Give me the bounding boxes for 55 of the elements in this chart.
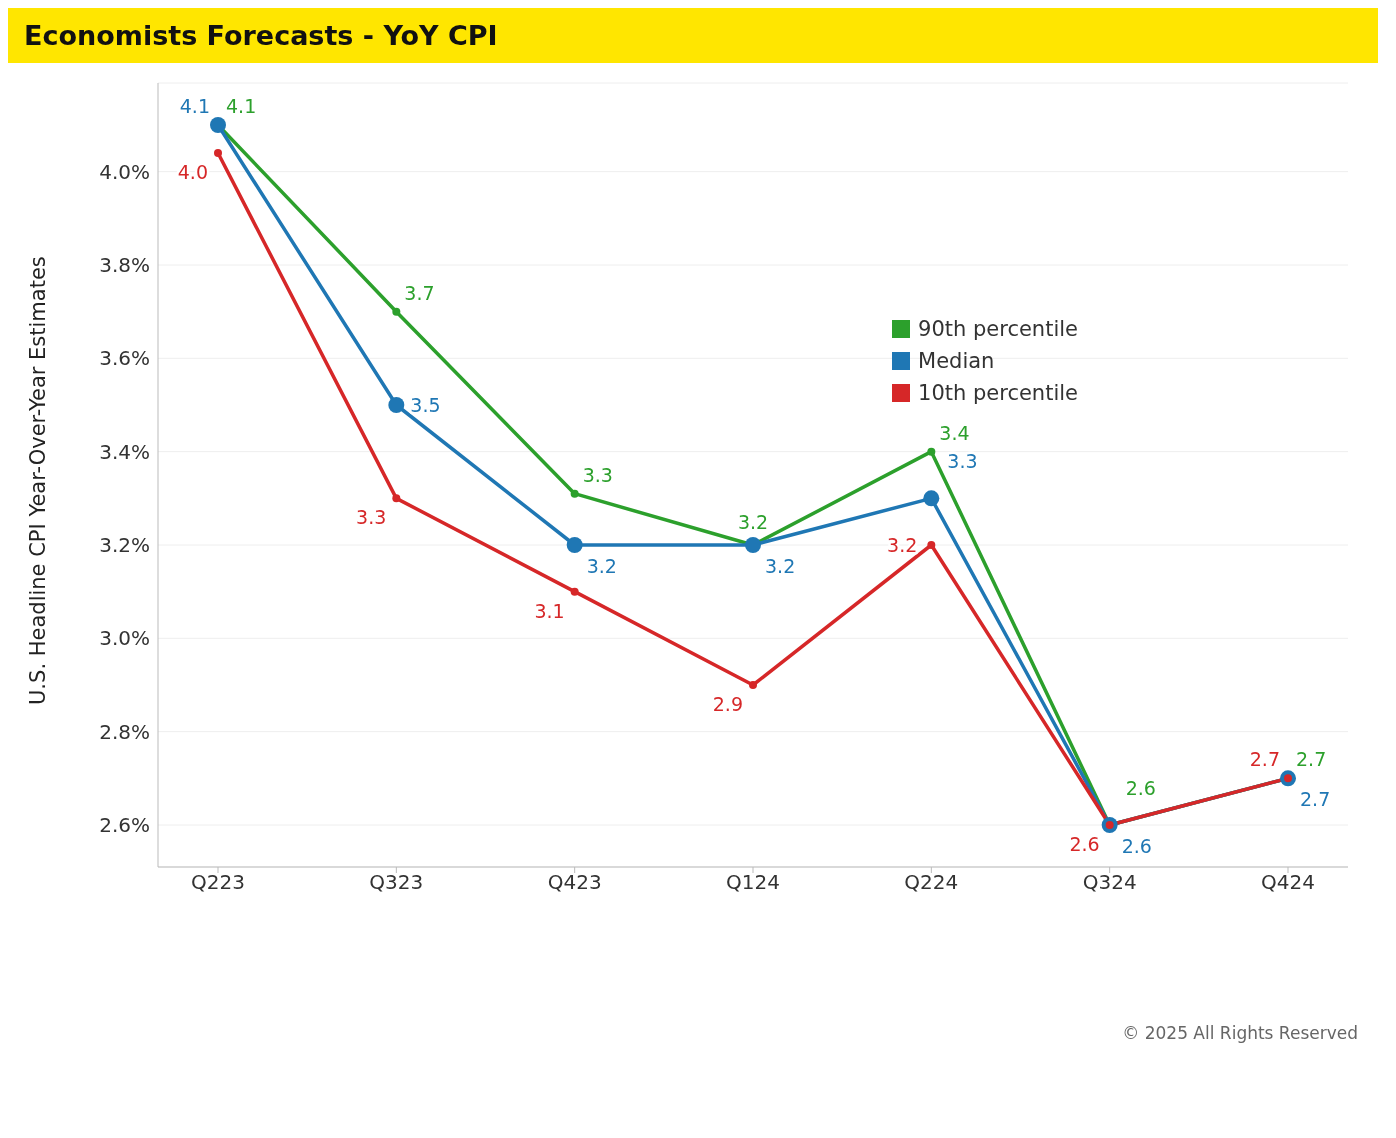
y-tick-label: 3.0% xyxy=(99,626,150,651)
text: © 2025 All Rights Reserved xyxy=(1121,1023,1359,1043)
data-label: 3.2 xyxy=(586,555,617,577)
data-label: 2.6 xyxy=(1121,835,1152,857)
y-axis-title: U.S. Headline CPI Year-Over-Year Estimates xyxy=(26,256,51,705)
legend-label: 10th percentile xyxy=(918,380,1078,407)
data-label: 4.0 xyxy=(177,161,208,183)
data-label: 3.2 xyxy=(887,534,918,556)
point xyxy=(745,537,761,553)
x-tick-label: Q223 xyxy=(191,870,245,895)
data-label: 3.3 xyxy=(356,506,387,529)
point xyxy=(392,494,401,503)
point xyxy=(566,537,583,553)
x-tick-label: Q423 xyxy=(547,870,602,895)
legend-label: Median xyxy=(918,348,995,375)
x-tick-label: Q424 xyxy=(1261,870,1315,895)
data-label: 2.7 xyxy=(1249,748,1280,771)
data-label: 2.7 xyxy=(1300,788,1331,811)
point xyxy=(392,307,401,316)
y-tick-label: 3.6% xyxy=(99,346,150,371)
y-tick-label: 3.2% xyxy=(99,533,150,558)
data-label: 3.3 xyxy=(947,450,978,473)
point xyxy=(927,447,936,456)
y-tick-label: 3.4% xyxy=(99,439,150,464)
data-label: 3.2 xyxy=(765,555,796,577)
point xyxy=(388,397,405,413)
point xyxy=(570,489,579,498)
chart-title: Economists Forecasts - YoY CPI xyxy=(8,8,1378,63)
x-tick-label: Q224 xyxy=(904,870,959,895)
point xyxy=(570,587,579,596)
y-tick-label: 2.8% xyxy=(99,719,150,744)
data-label: 3.4 xyxy=(939,421,970,444)
data-label: 4.1 xyxy=(179,95,210,117)
point xyxy=(214,149,222,157)
x-tick-label: Q323 xyxy=(369,870,424,895)
legend-label: 90th percentile xyxy=(918,316,1078,343)
point xyxy=(210,117,226,133)
data-label: 2.6 xyxy=(1069,833,1100,855)
data-label: 2.9 xyxy=(712,693,743,715)
x-tick-label: Q124 xyxy=(726,870,780,895)
point xyxy=(749,681,757,689)
data-label: 2.7 xyxy=(1296,748,1327,771)
data-label: 3.7 xyxy=(404,281,435,304)
point xyxy=(923,490,940,507)
data-label: 3.2 xyxy=(737,511,769,533)
data-label: 4.1 xyxy=(226,95,257,117)
y-tick-label: 2.6% xyxy=(99,813,150,838)
point xyxy=(927,541,936,549)
x-tick-label: Q324 xyxy=(1082,870,1137,895)
data-label: 3.3 xyxy=(582,463,613,486)
y-tick-label: 3.8% xyxy=(99,253,150,278)
y-tick-label: 4.0% xyxy=(99,159,150,184)
data-label: 3.1 xyxy=(534,599,565,622)
data-label: 3.5 xyxy=(410,394,441,416)
data-label: 2.6 xyxy=(1125,777,1156,799)
